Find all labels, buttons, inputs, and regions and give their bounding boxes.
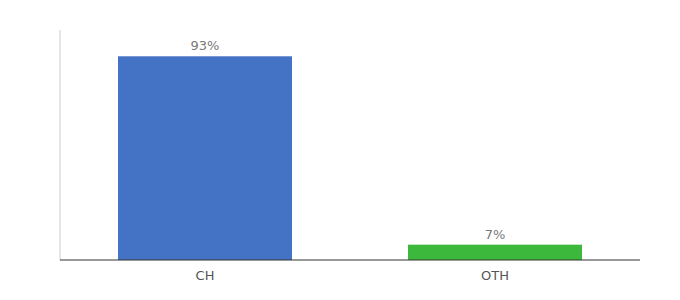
chart-container: 93% 7% CH OTH <box>0 0 680 300</box>
x-axis-line <box>60 260 640 261</box>
chart-svg: 93% 7% CH OTH <box>0 0 680 300</box>
bar <box>408 245 582 260</box>
x-tick-label: OTH <box>481 268 509 283</box>
data-label: 93% <box>191 38 220 53</box>
y-axis-line <box>60 30 61 260</box>
data-label: 7% <box>485 227 506 242</box>
x-tick-label: CH <box>196 268 215 283</box>
bar <box>118 56 292 260</box>
bars <box>118 56 582 260</box>
